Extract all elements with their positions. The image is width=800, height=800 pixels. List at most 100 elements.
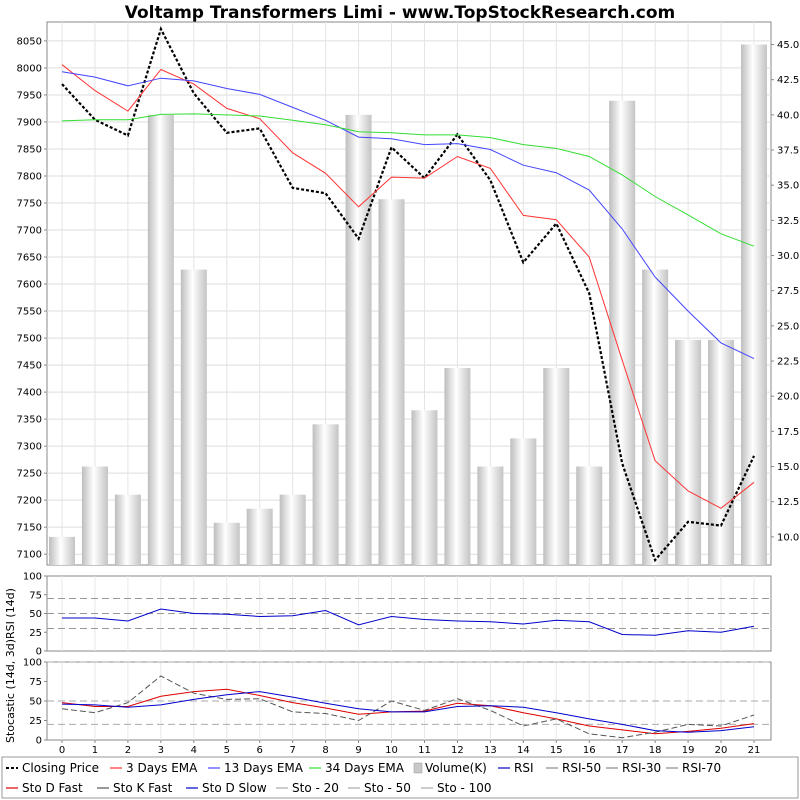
volume-tick-label: 32.5 xyxy=(777,216,799,227)
price-tick-label: 7250 xyxy=(17,469,42,480)
rsi-tick-label: 0 xyxy=(36,647,42,658)
legend-label-sto-50: Sto - 50 xyxy=(364,781,411,795)
rsi-tick-label: 100 xyxy=(23,572,42,583)
legend-label-sto-100: Sto - 100 xyxy=(437,781,492,795)
price-tick-label: 7850 xyxy=(17,144,42,155)
price-tick-label: 8000 xyxy=(17,63,42,74)
volume-bar xyxy=(147,114,174,566)
x-tick-label: 6 xyxy=(257,745,263,756)
volume-bar xyxy=(81,466,108,565)
series-line-sto-d-slow xyxy=(61,691,755,733)
volume-bar xyxy=(708,339,735,565)
x-tick-label: 12 xyxy=(451,745,464,756)
legend-label-3-days-ema: 3 Days EMA xyxy=(126,761,198,775)
x-tick-label: 15 xyxy=(550,745,563,756)
series-line-closing-price xyxy=(61,26,755,563)
volume-bar xyxy=(213,522,240,565)
x-tick-label: 3 xyxy=(158,745,164,756)
price-tick-label: 7500 xyxy=(17,334,42,345)
price-tick-label: 7150 xyxy=(17,523,42,534)
stochastic-tick-label: 75 xyxy=(29,677,42,688)
legend-label-volume-k-: Volume(K) xyxy=(425,761,487,775)
price-tick-label: 7950 xyxy=(17,90,42,101)
rsi-tick-label: 50 xyxy=(29,609,42,620)
price-tick-label: 7650 xyxy=(17,253,42,264)
volume-bar xyxy=(49,536,75,565)
price-tick-label: 8050 xyxy=(17,36,42,47)
x-tick-label: 19 xyxy=(682,745,695,756)
price-panel: 7100 7150 7200 7250 7300 7350 7400 7450 7500 7550… xyxy=(17,21,799,566)
legend-box xyxy=(1,756,799,799)
volume-tick-label: 40.0 xyxy=(777,110,799,121)
rsi-panel: 0 25 50 75 100 RSI (14d) xyxy=(4,572,772,658)
legend-label-rsi-70: RSI-70 xyxy=(682,761,721,775)
price-tick-label: 7350 xyxy=(17,415,42,426)
stochastic-tick-label: 100 xyxy=(23,658,42,669)
volume-tick-label: 25.0 xyxy=(777,321,799,332)
volume-tick-label: 15.0 xyxy=(777,462,799,473)
x-tick-label: 9 xyxy=(355,745,361,756)
price-tick-label: 7800 xyxy=(17,171,42,182)
rsi-tick-label: 25 xyxy=(29,628,42,639)
series-line-13-days-ema xyxy=(61,71,755,360)
price-tick-label: 7750 xyxy=(17,199,42,210)
price-tick-label: 7700 xyxy=(17,226,42,237)
stochastic-axis-label: Stocastic (14d, 3d) xyxy=(4,639,17,743)
volume-bar xyxy=(312,424,339,565)
legend-label-13-days-ema: 13 Days EMA xyxy=(224,761,304,775)
legend: Closing Price 3 Days EMA 13 Days EMA 34 Day… xyxy=(1,756,799,799)
series-line-rsi xyxy=(62,608,755,636)
x-tick-label: 13 xyxy=(484,745,497,756)
legend-label-sto-20: Sto - 20 xyxy=(292,781,339,795)
volume-bar xyxy=(477,466,504,565)
series-line-34-days-ema xyxy=(61,113,755,247)
price-tick-label: 7300 xyxy=(17,442,42,453)
volume-tick-label: 10.0 xyxy=(777,532,799,543)
legend-label-sto-k-fast: Sto K Fast xyxy=(113,781,173,795)
x-tick-label: 0 xyxy=(59,745,65,756)
volume-tick-label: 20.0 xyxy=(777,392,799,403)
price-tick-label: 7200 xyxy=(17,496,42,507)
price-tick-label: 7550 xyxy=(17,307,42,318)
price-tick-label: 7100 xyxy=(17,550,42,561)
x-tick-label: 11 xyxy=(418,745,431,756)
volume-tick-label: 42.5 xyxy=(777,75,799,86)
x-tick-label: 5 xyxy=(224,745,230,756)
rsi-axis-label: RSI (14d) xyxy=(4,588,17,639)
rsi-plot-area xyxy=(46,575,772,652)
volume-bar xyxy=(543,368,570,565)
volume-bar xyxy=(510,438,537,565)
price-tick-label: 7600 xyxy=(17,280,42,291)
x-tick-label: 20 xyxy=(715,745,728,756)
volume-bar xyxy=(279,494,306,565)
series-line-3-days-ema xyxy=(61,64,755,509)
price-tick-label: 7450 xyxy=(17,361,42,372)
legend-label-rsi-50: RSI-50 xyxy=(562,761,601,775)
x-tick-label: 16 xyxy=(583,745,596,756)
x-tick-label: 1 xyxy=(92,745,98,756)
legend-swatch-volume-k- xyxy=(413,762,423,774)
legend-label-sto-d-slow: Sto D Slow xyxy=(202,781,267,795)
x-tick-label: 10 xyxy=(385,745,398,756)
volume-bar xyxy=(642,269,669,565)
volume-bar xyxy=(246,508,273,565)
volume-tick-label: 17.5 xyxy=(777,427,799,438)
volume-tick-label: 27.5 xyxy=(777,286,799,297)
legend-label-rsi-30: RSI-30 xyxy=(622,761,661,775)
x-tick-label: 7 xyxy=(289,745,295,756)
legend-label-rsi: RSI xyxy=(514,761,534,775)
legend-label-closing-price: Closing Price xyxy=(22,761,99,775)
volume-bar xyxy=(411,410,438,565)
volume-bar xyxy=(180,269,207,565)
price-tick-label: 7900 xyxy=(17,117,42,128)
volume-bar xyxy=(114,494,141,565)
legend-label-sto-d-fast: Sto D Fast xyxy=(22,781,83,795)
volume-bar xyxy=(675,339,702,565)
volume-tick-label: 30.0 xyxy=(777,251,799,262)
volume-bar xyxy=(576,466,603,565)
x-tick-label: 18 xyxy=(649,745,662,756)
volume-bar xyxy=(345,114,372,566)
volume-tick-label: 45.0 xyxy=(777,40,799,51)
stochastic-tick-label: 25 xyxy=(29,716,42,727)
